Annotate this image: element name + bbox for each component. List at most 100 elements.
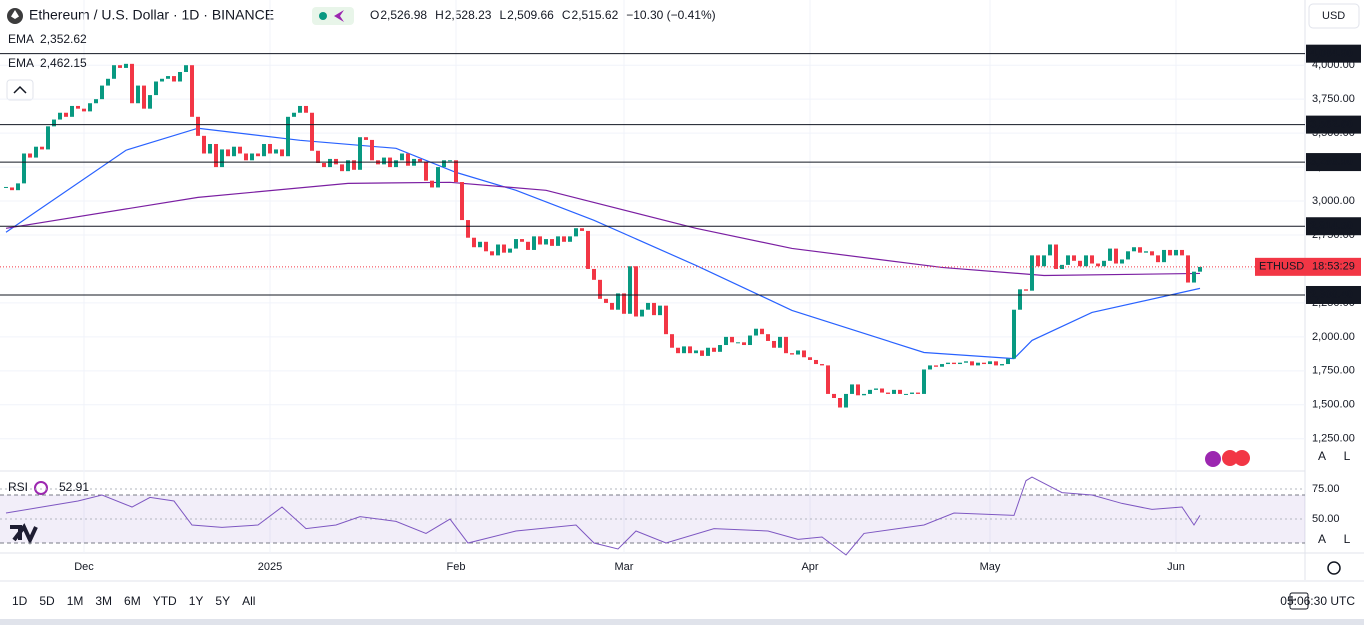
candle-body xyxy=(460,182,464,221)
candle-body xyxy=(850,384,854,394)
candle-body xyxy=(514,239,518,249)
range-button[interactable]: YTD xyxy=(153,594,177,608)
range-button[interactable]: 5D xyxy=(39,594,55,608)
candle-body xyxy=(700,350,704,356)
range-button[interactable]: All xyxy=(242,594,255,608)
candle-body xyxy=(1144,251,1148,253)
candle-body xyxy=(1186,255,1190,283)
event-icon[interactable] xyxy=(1222,450,1238,466)
candle-body xyxy=(1174,249,1178,256)
logo xyxy=(10,523,38,545)
event-icon[interactable] xyxy=(1234,450,1250,466)
candle-body xyxy=(64,112,68,117)
clock: 05:06:30 UTC xyxy=(1280,594,1355,608)
candle-body xyxy=(742,342,746,346)
scale-button[interactable]: A xyxy=(1318,532,1326,546)
candle-body xyxy=(214,143,218,168)
candle-body xyxy=(76,105,80,109)
scale-button[interactable]: L xyxy=(1344,449,1351,463)
date-range-icon[interactable] xyxy=(1289,592,1309,610)
candle-body xyxy=(748,335,752,346)
range-button[interactable]: 1Y xyxy=(189,594,204,608)
candle-body xyxy=(574,228,578,237)
candle-body xyxy=(796,350,800,355)
candle-body xyxy=(886,392,890,394)
status-badge[interactable] xyxy=(312,7,354,25)
candle-body xyxy=(1084,255,1088,267)
candle-body xyxy=(814,359,818,365)
candle-body xyxy=(172,76,176,82)
candle-body xyxy=(196,116,200,136)
scale-button[interactable]: A xyxy=(1318,449,1326,463)
settings-icon[interactable] xyxy=(1327,561,1341,575)
ohlc-value: 2,526.98 xyxy=(380,8,427,22)
candle-body xyxy=(802,350,806,358)
collapse-button[interactable] xyxy=(6,79,34,101)
candle-body xyxy=(496,244,500,256)
candle-body xyxy=(280,149,284,157)
candle-body xyxy=(898,389,902,394)
range-button[interactable]: 6M xyxy=(124,594,141,608)
candle-body xyxy=(298,105,302,113)
candle-body xyxy=(454,160,458,183)
candle-body xyxy=(118,65,122,68)
candle-body xyxy=(328,158,332,168)
candle-body xyxy=(598,279,602,299)
candle-body xyxy=(358,137,362,170)
candle-body xyxy=(364,137,368,140)
candle-body xyxy=(646,302,650,310)
candle-body xyxy=(676,347,680,354)
candle-body xyxy=(1078,260,1082,267)
candle-body xyxy=(16,183,20,191)
candle-body xyxy=(694,350,698,354)
candle-body xyxy=(10,187,14,191)
range-button[interactable]: 1M xyxy=(67,594,84,608)
candle-body xyxy=(130,63,134,104)
y-tick-label: 2,000.00 xyxy=(1312,331,1355,343)
candle-body xyxy=(472,237,476,248)
candle-body xyxy=(1090,255,1094,264)
collapse-icon xyxy=(13,85,27,94)
candle-body xyxy=(682,346,686,354)
candle-body xyxy=(754,328,758,336)
level-label: 2,814.50 xyxy=(1310,220,1353,232)
ema-value: 2,352.62 xyxy=(40,32,87,46)
candle-body xyxy=(778,336,782,348)
candle-body xyxy=(1138,247,1142,253)
event-icon[interactable] xyxy=(1205,451,1221,467)
candle-body xyxy=(1180,249,1184,256)
candle-body xyxy=(928,365,932,370)
x-tick-label: 2025 xyxy=(258,561,282,573)
ema-line xyxy=(5,181,1201,277)
candle-body xyxy=(58,112,62,120)
scale-button[interactable]: L xyxy=(1344,532,1351,546)
ohlc-key: L xyxy=(499,8,506,22)
candle-body xyxy=(550,239,554,246)
candle-body xyxy=(430,180,434,188)
x-tick-label: Mar xyxy=(615,561,634,573)
currency-button[interactable] xyxy=(1308,3,1360,29)
level-label: 3,286.90 xyxy=(1310,156,1353,168)
y-tick-label: 1,750.00 xyxy=(1312,365,1355,377)
candle-body xyxy=(202,135,206,154)
ohlc-key: C xyxy=(562,8,571,22)
candle-body xyxy=(112,65,116,79)
level-tag xyxy=(1306,153,1361,172)
candle-body xyxy=(724,336,728,346)
candle-body xyxy=(856,384,860,396)
candle-body xyxy=(1072,255,1076,261)
candle-body xyxy=(340,164,344,172)
level-label: 2,308.40 xyxy=(1310,289,1353,301)
range-button[interactable]: 1D xyxy=(12,594,28,608)
candle-body xyxy=(532,236,536,250)
x-tick-label: May xyxy=(980,561,1001,573)
candle-body xyxy=(1192,271,1196,283)
replay-icon xyxy=(334,10,344,22)
range-button[interactable]: 5Y xyxy=(215,594,230,608)
candle-body xyxy=(772,340,776,348)
range-button[interactable]: 3M xyxy=(95,594,112,608)
candle-body xyxy=(502,244,506,253)
candle-body xyxy=(820,364,824,366)
candle-body xyxy=(910,392,914,394)
price-change: −10.30 (−0.41%) xyxy=(626,8,715,22)
